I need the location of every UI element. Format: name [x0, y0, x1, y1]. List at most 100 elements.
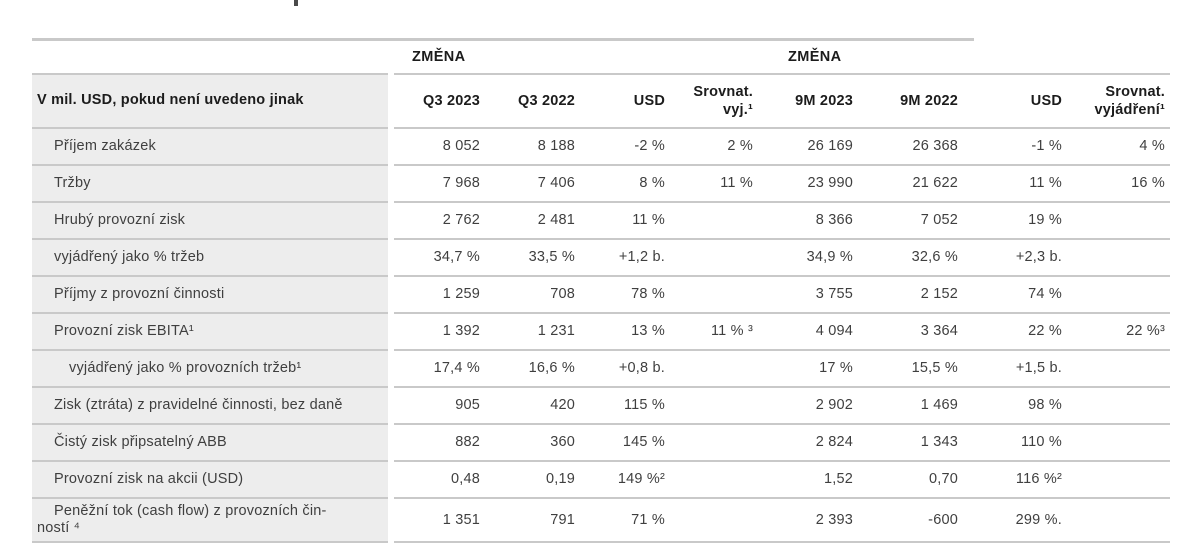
cell-value: 1 343 — [920, 434, 958, 451]
cell-value: 26 169 — [807, 138, 853, 155]
cell-value: 2 393 — [815, 511, 853, 528]
cell-value: -1 % — [1031, 138, 1062, 155]
cell-value: -600 — [928, 511, 958, 528]
financial-results-table: ZMĚNA ZMĚNA V mil. USD, pokud není uvede… — [32, 38, 1170, 543]
cell-value: 299 %. — [1015, 511, 1062, 528]
cell-value: 2 902 — [815, 397, 853, 414]
cell-value: 8 % — [639, 175, 665, 192]
column-header-srovnat-9m: Srovnat. vyjádření¹ — [1094, 83, 1165, 118]
cell-value: 0,70 — [928, 471, 958, 488]
cell-value: 2 762 — [442, 212, 480, 229]
cell-value: 360 — [550, 434, 575, 451]
table-row: vyjádřený jako % provozních tržeb¹ 17,4 … — [32, 351, 1170, 388]
cell-value: 17,4 % — [433, 360, 480, 377]
column-header-q3-2023: Q3 2023 — [422, 92, 480, 109]
cell-value: 11 % ³ — [710, 323, 753, 340]
cell-value: 11 % — [1029, 175, 1062, 192]
group-header-row: ZMĚNA ZMĚNA — [32, 41, 1170, 75]
cell-value: 791 — [550, 511, 575, 528]
table-top-rule — [32, 38, 974, 41]
cell-value: 17 % — [819, 360, 853, 377]
cell-value: 4 094 — [815, 323, 853, 340]
table-row: Hrubý provozní zisk 2 762 2 481 11 % 8 3… — [32, 203, 1170, 240]
cell-value: 2 152 — [920, 286, 958, 303]
cell-value: 22 % — [1028, 323, 1062, 340]
cell-value: +1,2 b. — [618, 249, 665, 266]
cell-value: 2 % — [727, 138, 753, 155]
cell-value: 708 — [550, 286, 575, 303]
cell-value: 78 % — [631, 286, 665, 303]
cell-value: 1 231 — [537, 323, 575, 340]
table-caption-label: V mil. USD, pokud není uvedeno jinak — [37, 92, 304, 109]
row-label: Provozní zisk na akcii (USD) — [54, 470, 244, 487]
cell-value: 22 %³ — [1126, 323, 1165, 340]
cell-value: 8 052 — [442, 138, 480, 155]
cell-value: 23 990 — [807, 175, 853, 192]
cell-value: 1 259 — [442, 286, 480, 303]
cell-value: 98 % — [1028, 397, 1062, 414]
cell-value: 1 392 — [442, 323, 480, 340]
cell-value: 13 % — [631, 323, 665, 340]
cell-value: 32,6 % — [911, 249, 958, 266]
table-row: vyjádřený jako % tržeb 34,7 % 33,5 % +1,… — [32, 240, 1170, 277]
column-header-9m-2022: 9M 2022 — [900, 92, 958, 109]
cell-value: 71 % — [631, 511, 665, 528]
cell-value: 16,6 % — [528, 360, 575, 377]
cell-value: 7 052 — [920, 212, 958, 229]
cell-value: +0,8 b. — [618, 360, 665, 377]
crop-artifact — [294, 0, 298, 6]
cell-value: 7 406 — [537, 175, 575, 192]
table-row: Provozní zisk na akcii (USD) 0,48 0,19 1… — [32, 462, 1170, 499]
cell-value: 0,48 — [450, 471, 480, 488]
cell-value: 8 188 — [537, 138, 575, 155]
cell-value: 7 968 — [442, 175, 480, 192]
row-label: vyjádřený jako % tržeb — [54, 248, 205, 265]
table-row: Tržby 7 968 7 406 8 % 11 % 23 990 21 622… — [32, 166, 1170, 203]
cell-value: 16 % — [1131, 175, 1165, 192]
column-header-row: V mil. USD, pokud není uvedeno jinak Q3 … — [32, 75, 1170, 129]
row-label: Příjem zakázek — [54, 137, 156, 154]
row-label: Tržby — [54, 174, 91, 191]
cell-value: 149 %² — [617, 471, 665, 488]
table-row: Příjmy z provozní činnosti 1 259 708 78 … — [32, 277, 1170, 314]
cell-value: 110 % — [1020, 434, 1062, 451]
table-row: Čistý zisk připsatelný ABB 882 360 145 %… — [32, 425, 1170, 462]
row-label: Peněžní tok (cash flow) z provozních čin… — [37, 502, 327, 536]
cell-value: +2,3 b. — [1015, 249, 1062, 266]
cell-value: 115 % — [623, 397, 665, 414]
cell-value: 11 % — [720, 175, 753, 192]
cell-value: 1,52 — [823, 471, 853, 488]
row-label: Hrubý provozní zisk — [54, 211, 186, 228]
column-header-q3-2022: Q3 2022 — [517, 92, 575, 109]
row-label: Zisk (ztráta) z pravidelné činnosti, bez… — [54, 396, 343, 413]
column-header-usd-q3: USD — [633, 92, 665, 109]
cell-value: 420 — [550, 397, 575, 414]
cell-value: 4 % — [1139, 138, 1165, 155]
table-row: Peněžní tok (cash flow) z provozních čin… — [32, 499, 1170, 543]
table-row: Příjem zakázek 8 052 8 188 -2 % 2 % 26 1… — [32, 129, 1170, 166]
column-header-srovnat-q3: Srovnat. vyj.¹ — [693, 83, 753, 118]
cell-value: 1 351 — [442, 511, 480, 528]
cell-value: 34,7 % — [433, 249, 480, 266]
cell-value: 74 % — [1028, 286, 1062, 303]
cell-value: 116 %² — [1015, 471, 1062, 488]
cell-value: 11 % — [632, 212, 665, 229]
cell-value: 3 755 — [815, 286, 853, 303]
cell-value: 0,19 — [545, 471, 575, 488]
cell-value: 33,5 % — [528, 249, 575, 266]
cell-value: 2 481 — [537, 212, 575, 229]
cell-value: 15,5 % — [911, 360, 958, 377]
cell-value: 19 % — [1028, 212, 1062, 229]
cell-value: 2 824 — [815, 434, 853, 451]
row-label: Příjmy z provozní činnosti — [54, 285, 225, 302]
column-header-9m-2023: 9M 2023 — [795, 92, 853, 109]
table-row: Zisk (ztráta) z pravidelné činnosti, bez… — [32, 388, 1170, 425]
cell-value: 3 364 — [920, 323, 958, 340]
cell-value: 905 — [455, 397, 480, 414]
table-row: Provozní zisk EBITA¹ 1 392 1 231 13 % 11… — [32, 314, 1170, 351]
row-label: Provozní zisk EBITA¹ — [54, 322, 194, 339]
cell-value: 34,9 % — [806, 249, 853, 266]
group-header-zmena-9m: ZMĚNA — [788, 49, 842, 65]
group-header-zmena-q3: ZMĚNA — [412, 49, 466, 65]
cell-value: 21 622 — [912, 175, 958, 192]
